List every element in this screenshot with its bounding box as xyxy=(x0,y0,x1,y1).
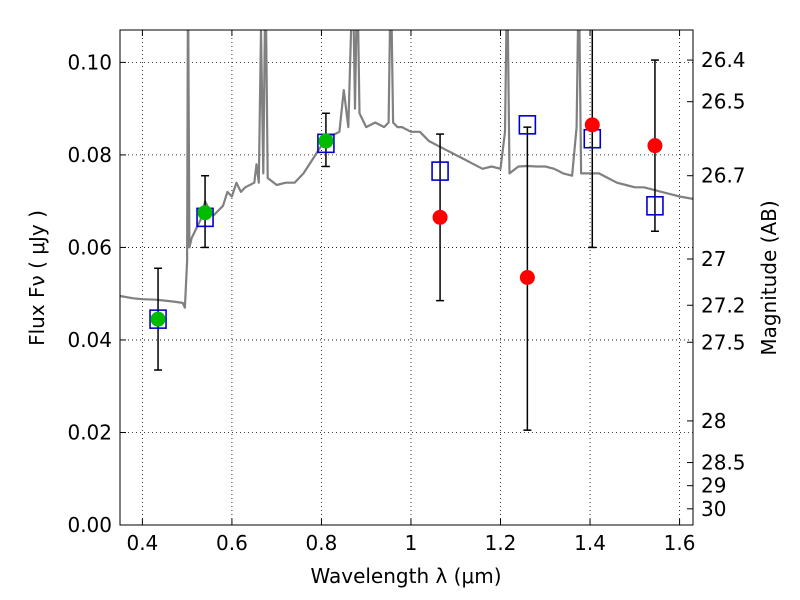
nondetection-point xyxy=(432,209,448,225)
y-tick-label: 0.10 xyxy=(67,50,112,74)
y-tick-label: 0.08 xyxy=(67,143,112,167)
right-tick-label: 26.5 xyxy=(701,90,746,114)
right-tick-label: 27.2 xyxy=(701,293,746,317)
x-tick-label: 1.6 xyxy=(664,531,696,555)
right-tick-label: 29 xyxy=(701,474,726,498)
detection-point xyxy=(318,133,334,149)
axis-ticks xyxy=(120,30,693,526)
x-tick-label: 1.2 xyxy=(485,531,517,555)
x-tick-label: 0.4 xyxy=(126,531,158,555)
y-tick-label: 0.04 xyxy=(67,328,112,352)
right-tick-label: 27 xyxy=(701,247,726,271)
plot-frame xyxy=(119,29,694,526)
y-tick-label: 0.06 xyxy=(67,235,112,259)
right-tick-label: 26.7 xyxy=(701,164,746,188)
x-tick-labels: 0.4 0.6 0.8 1 1.2 1.4 1.6 xyxy=(126,531,695,555)
nondetection-point xyxy=(584,117,600,133)
right-axis-title: Magnitude (AB) xyxy=(757,200,781,355)
nondetection-point xyxy=(647,138,663,154)
observed-flux-layer xyxy=(150,117,663,327)
model-flux-square xyxy=(149,309,167,329)
x-axis-title: Wavelength λ (μm) xyxy=(310,564,501,588)
model-flux-square xyxy=(646,195,664,216)
model-flux-square xyxy=(518,115,537,135)
right-tick-label: 28.5 xyxy=(701,451,746,475)
x-tick-label: 1.4 xyxy=(574,531,606,555)
y-tick-label: 0.00 xyxy=(67,513,112,537)
detection-point xyxy=(150,311,166,327)
grid-lines xyxy=(120,30,693,526)
right-tick-label: 27.5 xyxy=(701,330,746,354)
x-tick-label: 1 xyxy=(405,531,418,555)
right-tick-label: 26.4 xyxy=(701,48,746,72)
y-axis-title: Flux Fν ( μJy ) xyxy=(25,210,49,346)
detection-point xyxy=(197,205,213,221)
right-tick-label: 28 xyxy=(701,409,726,433)
nondetection-point xyxy=(519,270,535,285)
y-tick-label: 0.02 xyxy=(67,420,112,444)
model-flux-square xyxy=(431,161,449,181)
x-tick-label: 0.8 xyxy=(306,531,338,555)
y-tick-labels: 0.00 0.02 0.04 0.06 0.08 0.10 xyxy=(67,50,112,537)
x-tick-label: 0.6 xyxy=(216,531,248,555)
right-tick-label: 30 xyxy=(701,497,726,521)
